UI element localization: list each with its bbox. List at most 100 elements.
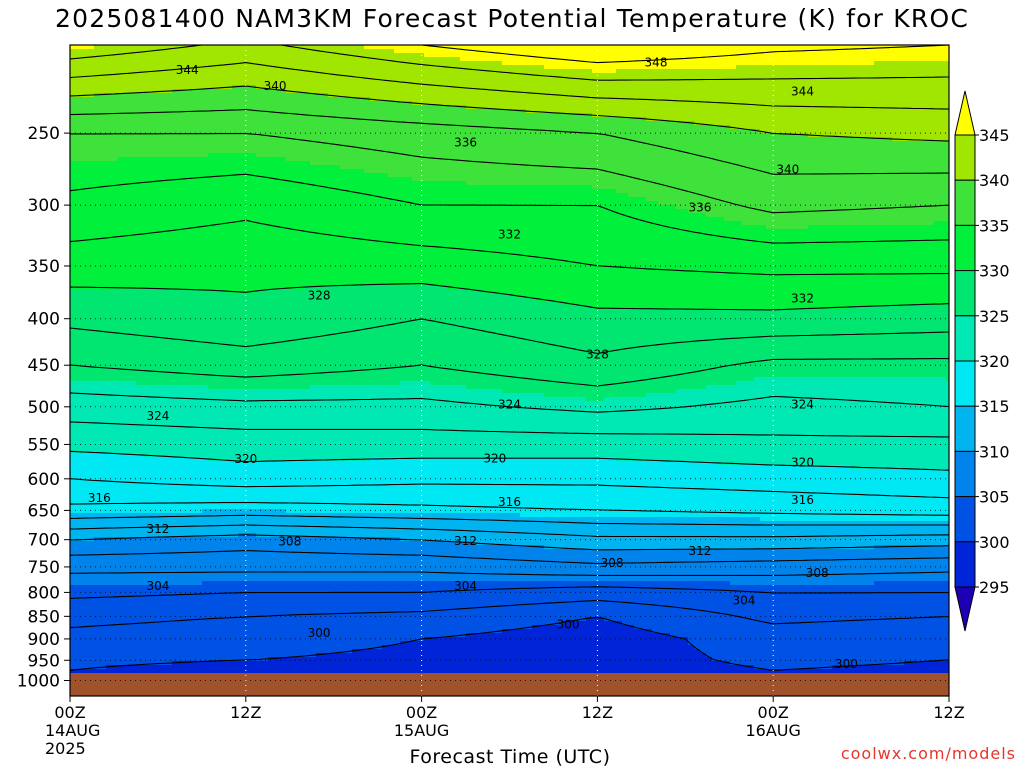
fill-cell <box>742 173 749 178</box>
fill-cell <box>568 81 575 86</box>
fill-cell <box>826 169 833 174</box>
fill-cell <box>832 101 839 106</box>
fill-cell <box>802 73 809 78</box>
fill-cell <box>898 109 905 114</box>
fill-cell <box>826 85 833 90</box>
fill-cell <box>886 141 893 146</box>
fill-cell <box>208 145 215 150</box>
fill-cell <box>568 93 575 98</box>
fill-cell <box>298 97 305 102</box>
fill-cell <box>112 141 119 146</box>
fill-cell <box>196 57 203 62</box>
fill-cell <box>166 153 173 158</box>
fill-cell <box>832 125 839 130</box>
fill-cell <box>94 49 101 54</box>
fill-cell <box>700 169 707 174</box>
fill-cell <box>796 177 803 182</box>
fill-cell <box>460 125 467 130</box>
fill-cell <box>778 149 785 154</box>
fill-cell <box>940 101 947 106</box>
fill-cell <box>748 153 755 158</box>
fill-cell <box>814 85 821 90</box>
fill-cell <box>178 153 185 158</box>
fill-cell <box>886 85 893 90</box>
fill-cell <box>262 117 269 122</box>
fill-cell <box>856 113 863 118</box>
fill-cell <box>178 125 185 130</box>
fill-cell <box>724 109 731 114</box>
fill-cell <box>616 85 623 90</box>
fill-cell <box>160 177 167 182</box>
fill-cell <box>880 73 887 78</box>
fill-cell <box>730 173 737 178</box>
fill-cell <box>634 93 641 98</box>
fill-cell <box>760 173 767 178</box>
fill-cell <box>262 105 269 110</box>
fill-cell <box>466 121 473 126</box>
fill-cell <box>136 177 143 182</box>
fill-cell <box>652 97 659 102</box>
fill-cell <box>346 105 353 110</box>
fill-cell <box>754 109 761 114</box>
fill-cell <box>412 69 419 74</box>
fill-cell <box>670 133 677 138</box>
fill-cell <box>436 149 443 154</box>
fill-cell <box>478 45 485 50</box>
fill-cell <box>682 153 689 158</box>
fill-cell <box>568 149 575 154</box>
fill-cell <box>904 105 911 110</box>
fill-cell <box>724 133 731 138</box>
fill-cell <box>646 177 653 182</box>
fill-cell <box>550 73 557 78</box>
fill-cell <box>544 85 551 90</box>
fill-cell <box>244 125 251 130</box>
fill-cell <box>286 169 293 174</box>
fill-cell <box>760 125 767 130</box>
fill-cell <box>322 109 329 114</box>
fill-cell <box>868 113 875 118</box>
fill-cell <box>586 157 593 162</box>
fill-cell <box>820 73 827 78</box>
fill-cell <box>292 49 299 54</box>
fill-cell <box>688 97 695 102</box>
fill-cell <box>106 173 113 178</box>
fill-cell <box>766 177 773 182</box>
fill-cell <box>634 141 641 146</box>
fill-cell <box>478 105 485 110</box>
fill-cell <box>118 69 125 74</box>
fill-cell <box>178 85 185 90</box>
fill-cell <box>82 173 89 178</box>
fill-cell <box>214 177 221 182</box>
fill-cell <box>886 77 893 82</box>
fill-cell <box>904 153 911 158</box>
fill-cell <box>748 57 755 62</box>
fill-cell <box>94 117 101 122</box>
fill-cell <box>442 49 449 54</box>
fill-cell <box>538 137 545 142</box>
fill-cell <box>466 49 473 54</box>
fill-cell <box>316 105 323 110</box>
fill-cell <box>520 161 527 166</box>
fill-cell <box>154 141 161 146</box>
fill-cell <box>178 77 185 82</box>
fill-cell <box>724 85 731 90</box>
fill-cell <box>70 69 77 74</box>
fill-cell <box>850 173 857 178</box>
fill-cell <box>484 133 491 138</box>
fill-cell <box>322 177 329 182</box>
fill-cell <box>910 69 917 74</box>
fill-cell <box>70 165 77 170</box>
fill-cell <box>160 113 167 118</box>
fill-cell <box>760 137 767 142</box>
fill-cell <box>898 81 905 86</box>
fill-cell <box>412 97 419 102</box>
fill-cell <box>124 153 131 158</box>
fill-cell <box>568 101 575 106</box>
fill-cell <box>94 97 101 102</box>
fill-cell <box>916 109 923 114</box>
fill-cell <box>820 157 827 162</box>
fill-cell <box>382 49 389 54</box>
fill-cell <box>592 125 599 130</box>
fill-cell <box>730 161 737 166</box>
fill-cell <box>580 89 587 94</box>
